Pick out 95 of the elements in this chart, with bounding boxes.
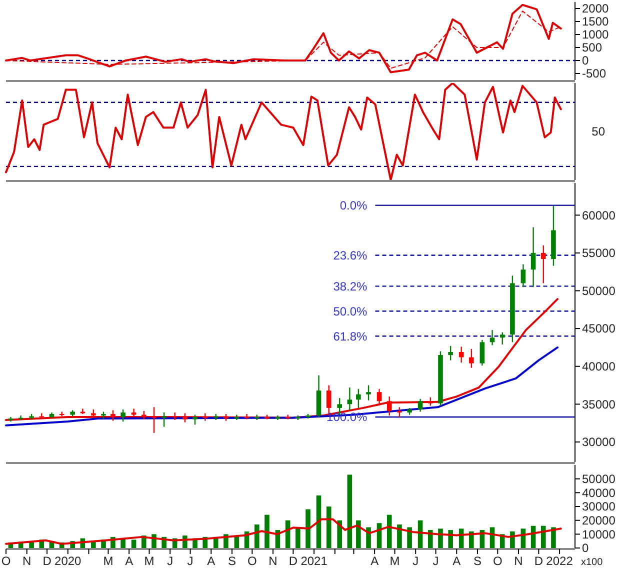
- candlestick: [59, 411, 64, 417]
- bar: [386, 514, 392, 548]
- candlestick: [110, 410, 116, 422]
- annotation: 23.6%: [333, 248, 368, 262]
- y-tick-label: 1000: [582, 28, 610, 42]
- y-tick-label: 10000: [582, 527, 616, 542]
- candlestick: [480, 339, 485, 366]
- y-tick-label: 30000: [582, 435, 616, 450]
- y-tick-label: 50000: [582, 284, 616, 298]
- x-tick-label: A: [452, 554, 461, 568]
- candlestick: [520, 264, 526, 288]
- x-tick-label: A: [207, 554, 216, 568]
- bar: [540, 526, 546, 548]
- bar: [347, 474, 352, 548]
- bar: [131, 540, 136, 548]
- line-series: [5, 298, 559, 422]
- y-tick-label: 0: [582, 541, 589, 556]
- x-tick-label: O: [492, 554, 502, 568]
- y-tick-label: 40000: [582, 360, 616, 374]
- candlestick: [347, 386, 352, 411]
- x-tick-label: O: [247, 554, 257, 568]
- annotation: 0.0%: [340, 198, 368, 213]
- y-tick-label: 1500: [582, 14, 610, 29]
- x-tick-label: J: [412, 554, 419, 568]
- candlestick: [418, 398, 423, 412]
- x-tick-label: D: [534, 554, 544, 568]
- y-tick-label: 2000: [582, 2, 610, 16]
- y-tick-label: 55000: [582, 246, 616, 260]
- x-tick-label: A: [370, 554, 379, 568]
- candlestick: [366, 384, 371, 401]
- x-tick-label: S: [473, 554, 482, 568]
- bar: [337, 520, 342, 548]
- candlestick: [162, 412, 166, 428]
- x-tick-label: M: [144, 554, 154, 568]
- y-tick-label: 500: [582, 40, 602, 55]
- candlestick: [530, 226, 536, 288]
- x-tick-label: A: [125, 554, 134, 568]
- candlestick: [458, 346, 464, 364]
- candlestick: [490, 329, 495, 346]
- candlestick: [376, 388, 382, 405]
- y-tick-label: 60000: [582, 208, 616, 222]
- candlestick: [152, 406, 156, 434]
- x-tick-label: N: [22, 554, 32, 568]
- candlestick: [500, 332, 505, 346]
- y-tick-label: -500: [582, 66, 606, 81]
- line-series: [5, 346, 559, 426]
- x-tick-label: N: [514, 554, 523, 568]
- y-tick-label: 40000: [582, 486, 616, 500]
- bar: [254, 524, 260, 548]
- x-tick-label: O: [1, 554, 11, 568]
- candlestick: [18, 414, 24, 421]
- candlestick: [172, 412, 178, 421]
- candlestick: [213, 413, 218, 421]
- candlestick: [120, 408, 126, 422]
- candlestick: [182, 412, 188, 423]
- line-series: [5, 518, 562, 545]
- candlestick: [234, 414, 240, 421]
- text: 50: [592, 124, 606, 139]
- x-tick-label: 2022: [546, 554, 574, 568]
- y-tick-label: 45000: [582, 322, 616, 336]
- x-tick-label: D: [288, 554, 298, 568]
- y-tick-label: 0: [582, 54, 589, 68]
- text: x100: [581, 557, 604, 568]
- x-tick-label: S: [228, 554, 236, 568]
- candlestick: [469, 348, 474, 368]
- candlestick: [386, 396, 392, 416]
- bar: [356, 520, 361, 548]
- candlestick: [285, 414, 290, 420]
- annotation: 38.2%: [333, 279, 368, 294]
- y-tick-label: 50000: [582, 472, 616, 486]
- x-tick-label: M: [390, 554, 400, 568]
- bar: [295, 527, 300, 548]
- y-tick-label: 30000: [582, 500, 616, 514]
- x-tick-label: 2021: [300, 554, 328, 568]
- annotation: 61.8%: [333, 329, 368, 344]
- y-tick-label: 35000: [582, 397, 616, 412]
- x-tick-label: J: [187, 554, 194, 568]
- x-tick-label: M: [103, 554, 114, 568]
- candlestick: [448, 345, 453, 361]
- x-tick-label: 2020: [54, 554, 82, 568]
- annotation: 50.0%: [333, 304, 368, 318]
- candlestick: [356, 388, 361, 409]
- candlestick: [244, 413, 250, 420]
- y-tick-label: 20000: [582, 514, 616, 528]
- candlestick: [397, 406, 402, 418]
- bar: [306, 509, 310, 548]
- bar: [397, 524, 402, 548]
- x-tick-label: D: [42, 554, 52, 568]
- bar: [264, 514, 270, 548]
- candlestick: [80, 408, 86, 415]
- x-tick-label: N: [268, 554, 278, 568]
- candlestick: [540, 244, 546, 284]
- x-tick-label: J: [432, 554, 439, 568]
- x-tick-label: J: [167, 554, 174, 568]
- candlestick: [192, 414, 198, 426]
